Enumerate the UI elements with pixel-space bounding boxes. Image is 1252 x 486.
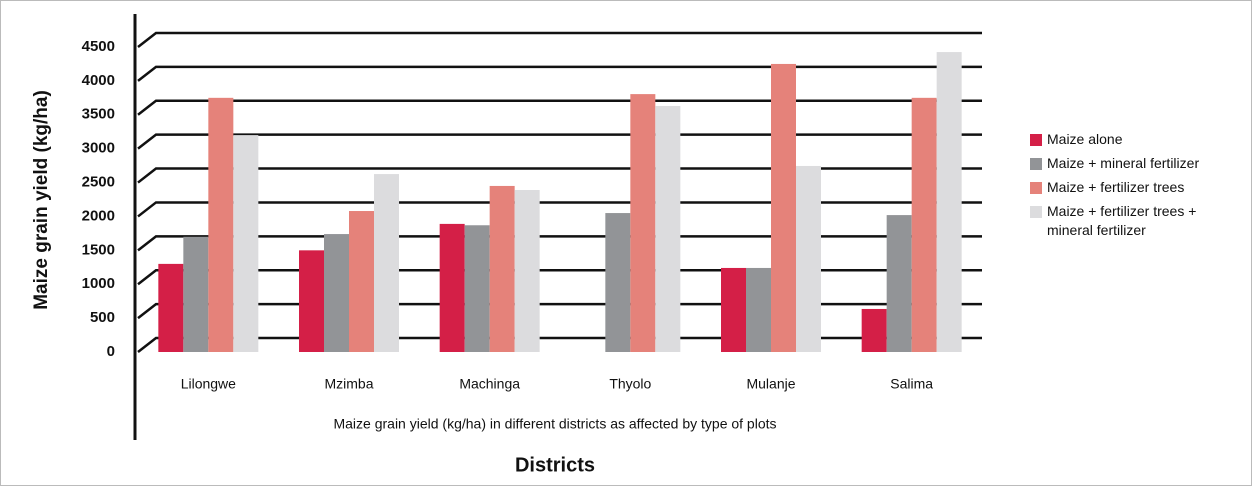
y-tick-label: 2500 <box>82 174 115 191</box>
bar <box>514 190 540 352</box>
y-axis-title: Maize grain yield (kg/ha) <box>31 90 52 310</box>
bar <box>655 105 681 352</box>
bar <box>324 234 349 352</box>
y-tick-label: 3000 <box>82 140 115 157</box>
x-tick-label: Machinga <box>459 376 520 392</box>
y-tick-label: 0 <box>107 343 115 360</box>
bar <box>605 213 631 352</box>
bar <box>861 308 887 352</box>
x-tick-label: Mulanje <box>746 376 795 392</box>
legend-label: Maize + fertilizer trees <box>1047 179 1185 195</box>
bar <box>183 236 209 352</box>
x-tick-label: Lilongwe <box>181 376 236 392</box>
x-tick-label: Thyolo <box>609 376 651 392</box>
legend-label: Maize alone <box>1047 131 1123 147</box>
bar <box>886 215 912 352</box>
y-tick-label: 3500 <box>82 106 115 123</box>
bar <box>771 63 796 352</box>
bar <box>349 211 374 352</box>
y-tick-label: 4500 <box>82 38 115 55</box>
bar <box>374 174 399 352</box>
bar <box>208 97 234 352</box>
y-tick-label: 2000 <box>82 207 115 224</box>
grid-line <box>137 133 982 150</box>
grid-line <box>137 167 982 184</box>
y-tick-label: 4000 <box>82 72 115 89</box>
grid-line <box>137 65 982 82</box>
bar <box>158 263 184 352</box>
caption: Maize grain yield (kg/ha) in different d… <box>333 416 776 432</box>
grid-line <box>137 302 982 320</box>
grid-line <box>137 336 982 353</box>
bar <box>936 52 962 352</box>
grid-line <box>137 268 982 286</box>
bar <box>796 165 821 352</box>
x-tick-label: Salima <box>890 376 933 392</box>
legend-label: Maize + fertilizer trees + mineral ferti… <box>1047 203 1197 238</box>
grid-line <box>137 235 982 252</box>
bar <box>233 135 259 352</box>
bar <box>630 94 656 352</box>
y-tick-label: 1000 <box>82 275 115 292</box>
bar <box>746 267 771 352</box>
legend-label: Maize + mineral fertilizer <box>1047 155 1200 171</box>
legend-swatch <box>1030 158 1042 170</box>
grid-line <box>137 99 982 116</box>
grid-line <box>137 201 982 218</box>
bar <box>464 225 490 352</box>
legend-swatch <box>1030 182 1042 194</box>
x-axis-title: Districts <box>515 454 595 476</box>
bar <box>299 250 324 352</box>
y-tick-label: 1500 <box>82 241 115 258</box>
bar <box>911 97 937 352</box>
legend-swatch <box>1030 206 1042 218</box>
x-tick-label: Mzimba <box>324 376 373 392</box>
y-tick-label: 500 <box>90 309 115 326</box>
bar <box>489 185 515 352</box>
bar <box>439 223 465 352</box>
bar <box>721 267 746 352</box>
legend-swatch <box>1030 134 1042 146</box>
grid-line <box>137 31 982 48</box>
